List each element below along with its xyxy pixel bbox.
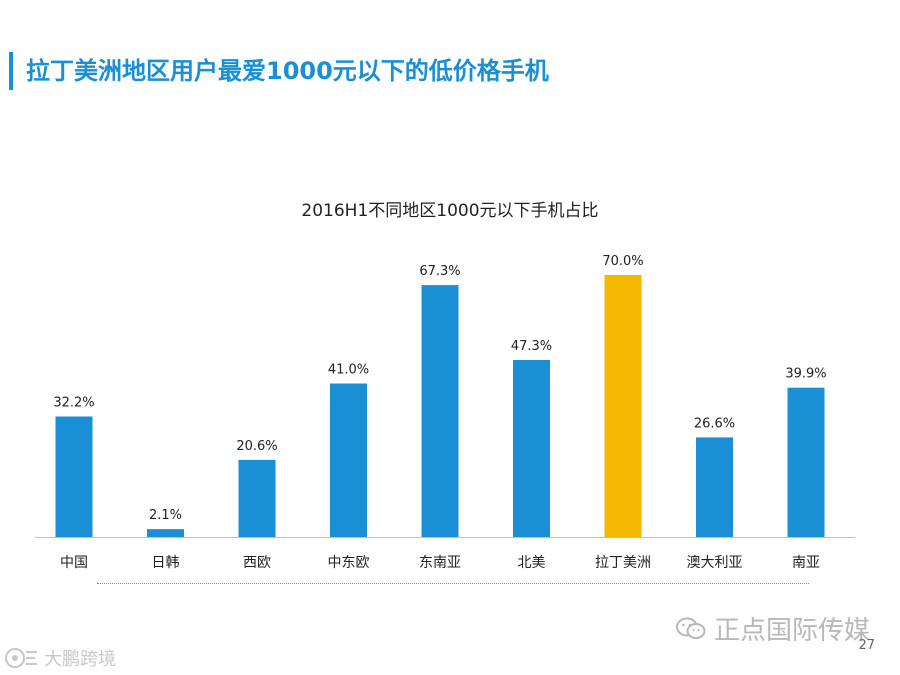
data-label: 47.3% (511, 339, 552, 354)
x-tick-label: 澳大利亚 (687, 555, 743, 571)
data-label: 26.6% (694, 416, 735, 431)
bar-5 (513, 360, 550, 537)
data-label: 2.1% (149, 508, 182, 523)
x-tick-label: 中国 (60, 555, 88, 571)
title-accent-bar (9, 52, 13, 90)
x-tick-label: 南亚 (792, 555, 820, 571)
bar-7 (696, 437, 733, 537)
watermark: 正点国际传媒 (675, 610, 870, 647)
watermark-text: 正点国际传媒 (713, 616, 870, 646)
chart-divider (97, 583, 809, 584)
logo-mark-icon (5, 648, 37, 668)
bar-0 (55, 416, 93, 537)
data-label: 41.0% (328, 363, 369, 378)
x-tick-label: 东南亚 (419, 555, 461, 571)
chart-title: 2016H1不同地区1000元以下手机占比 (301, 201, 599, 221)
data-label: 20.6% (236, 439, 277, 454)
bar-8 (787, 387, 825, 537)
bar-6 (604, 275, 642, 537)
source-logo-text: 大鹏跨境 (44, 649, 116, 670)
bar-2 (238, 459, 276, 537)
page-number: 27 (858, 638, 875, 653)
bar-1 (147, 529, 184, 537)
data-label: 32.2% (53, 396, 94, 411)
x-tick-label: 西欧 (243, 555, 271, 571)
x-tick-label: 拉丁美洲 (595, 555, 651, 571)
bar-4 (421, 285, 459, 537)
x-tick-label: 中东欧 (328, 555, 370, 571)
x-tick-label: 日韩 (152, 555, 180, 571)
bar-3 (330, 383, 367, 537)
data-label: 67.3% (419, 264, 460, 279)
page-title: 拉丁美洲地区用户最爱1000元以下的低价格手机 (26, 57, 549, 85)
source-logo: 大鹏跨境 (4, 645, 116, 671)
data-label: 39.9% (785, 367, 826, 382)
wechat-icon (675, 617, 706, 639)
data-label: 70.0% (602, 254, 643, 269)
x-tick-label: 北美 (518, 555, 546, 571)
